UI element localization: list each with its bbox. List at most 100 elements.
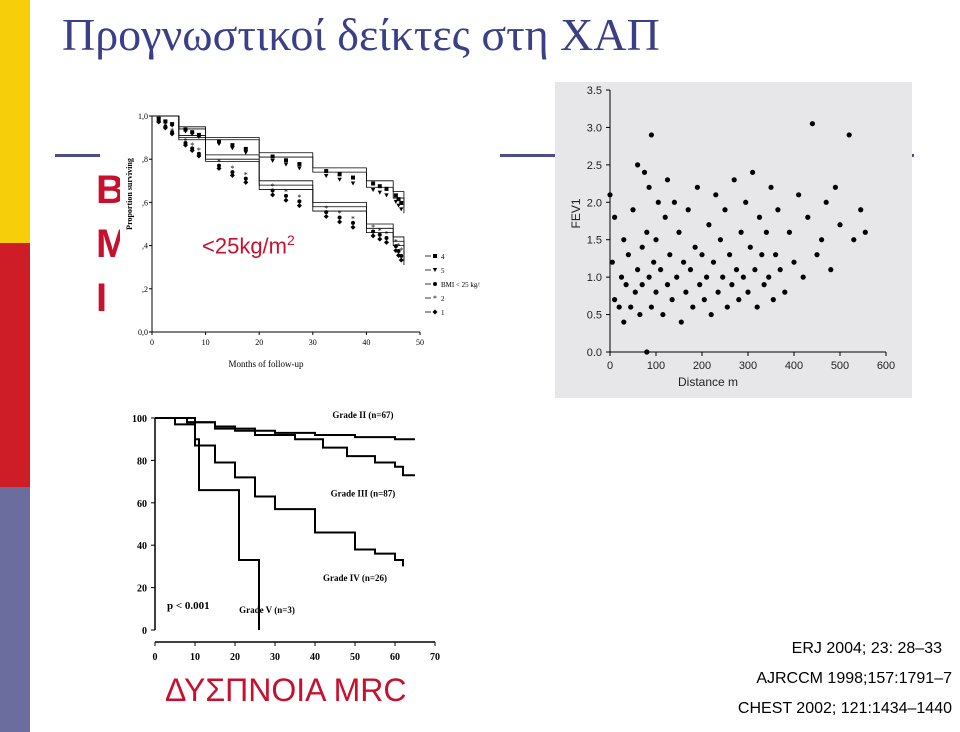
survival-marker-0 — [351, 175, 355, 180]
scatter-point — [625, 252, 631, 258]
side-bar-navy — [0, 487, 30, 732]
survival-marker-3: * — [284, 188, 288, 197]
scatter-point — [704, 274, 710, 280]
scatter-point — [687, 267, 694, 273]
y-tick-label: 0.5 — [587, 310, 602, 322]
survival-marker-4 — [370, 233, 376, 239]
scatter-point — [828, 267, 834, 273]
scatter-point — [612, 214, 618, 220]
survival-curve-4 — [152, 115, 405, 207]
scatter-point — [743, 199, 749, 205]
survival-marker-0 — [393, 193, 398, 198]
scatter-point — [747, 244, 753, 250]
y-tick-label: 0 — [142, 626, 147, 637]
survival-marker-0 — [284, 158, 288, 163]
reference-ajrccm: AJRCCM 1998;157:1791–7 — [756, 670, 952, 687]
scatter-point — [745, 289, 751, 295]
survival-marker-2 — [243, 176, 248, 181]
survival-marker-3: * — [371, 223, 375, 232]
scatter-point — [651, 259, 657, 265]
scatter-point — [736, 297, 742, 303]
survival-marker-1 — [370, 187, 376, 192]
legend-label: 5 — [441, 267, 445, 275]
scatter-point — [639, 244, 645, 250]
survival-marker-1 — [243, 150, 248, 155]
series-label: Grade V (n=3) — [239, 605, 295, 615]
x-tick-label: 500 — [831, 360, 849, 372]
dyspnea-label: ΔΥΣΠΝΟΙΑ MRC — [165, 672, 407, 708]
scatter-point — [635, 162, 641, 168]
scatter-point — [754, 304, 760, 310]
scatter-point — [752, 267, 758, 273]
survival-marker-0 — [371, 181, 376, 186]
survival-marker-4 — [432, 309, 438, 315]
survival-marker-1 — [337, 177, 342, 182]
survival-marker-1 — [270, 158, 275, 163]
survival-marker-3: * — [230, 164, 234, 173]
scatter-point — [773, 252, 779, 258]
survival-marker-1 — [393, 199, 399, 204]
y-tick-label: 80 — [137, 456, 147, 467]
survival-marker-4 — [270, 192, 276, 198]
scatter-point — [800, 274, 806, 280]
x-tick-label: 0 — [607, 360, 613, 372]
reference-erj: ERJ 2004; 23: 28–33 — [791, 640, 942, 657]
survival-marker-4 — [183, 142, 188, 148]
x-tick-label: 50 — [416, 338, 424, 347]
survival-marker-3: * — [271, 182, 275, 191]
legend-label: 1 — [441, 309, 445, 317]
scatter-point — [819, 237, 825, 243]
survival-marker-4 — [384, 239, 389, 245]
x-tick-label: 0 — [153, 652, 158, 663]
survival-marker-3: * — [217, 157, 221, 166]
survival-curve-5 — [152, 115, 405, 214]
survival-marker-4 — [296, 203, 302, 209]
scatter-point — [740, 274, 746, 280]
survival-marker-0 — [377, 184, 382, 189]
survival-marker-2 — [217, 163, 221, 168]
scatter-point — [667, 252, 673, 258]
survival-marker-4 — [216, 165, 222, 171]
survival-marker-1 — [156, 117, 161, 122]
y-tick-label: 40 — [137, 541, 147, 552]
y-tick-label: 1.5 — [587, 235, 602, 247]
scatter-point — [641, 169, 648, 175]
scatter-point — [805, 214, 811, 220]
survival-marker-3: * — [433, 294, 437, 303]
x-tick-label: 40 — [362, 338, 370, 347]
scatter-point — [775, 207, 781, 213]
survival-marker-2 — [297, 199, 302, 204]
survival-marker-2 — [393, 244, 398, 249]
legend-label: BMI < 25 kg/m2 — [441, 281, 480, 289]
survival-marker-0 — [183, 127, 188, 132]
scatter-point — [653, 289, 659, 295]
y-axis-label: Proportion surviving — [125, 158, 134, 230]
x-axis-label: Months of follow-up — [229, 359, 304, 369]
scatter-point — [616, 304, 622, 310]
survival-marker-2 — [377, 232, 382, 237]
scatter-point — [846, 132, 852, 138]
survival-marker-1 — [377, 190, 382, 195]
x-tick-label: 40 — [310, 652, 320, 663]
survival-marker-4 — [162, 125, 168, 131]
y-tick-label: 3.0 — [587, 122, 602, 134]
survival-marker-4 — [398, 257, 404, 263]
survival-marker-0 — [196, 132, 201, 137]
survival-marker-3: * — [170, 127, 174, 136]
title-rule-left — [55, 154, 100, 157]
x-tick-label: 100 — [647, 360, 665, 372]
y-tick-label: 20 — [137, 584, 147, 595]
scatter-point — [809, 121, 815, 127]
survival-marker-4 — [393, 247, 399, 253]
survival-marker-0 — [324, 169, 329, 174]
survival-marker-1 — [396, 203, 401, 208]
scatter-point — [814, 252, 820, 258]
scatter-point — [766, 274, 772, 280]
survival-marker-4 — [156, 119, 162, 125]
fev1-distance-chart: 0.0 0.5 1.0 1.5 2.0 2.5 3.0 3.5 0 100 200 300 400 500… — [555, 82, 912, 398]
scatter-point — [630, 207, 636, 213]
survival-marker-3: * — [385, 230, 389, 239]
y-axis-label: FEV1 — [569, 198, 583, 228]
scatter-point — [690, 304, 696, 310]
survival-marker-4 — [169, 131, 175, 137]
